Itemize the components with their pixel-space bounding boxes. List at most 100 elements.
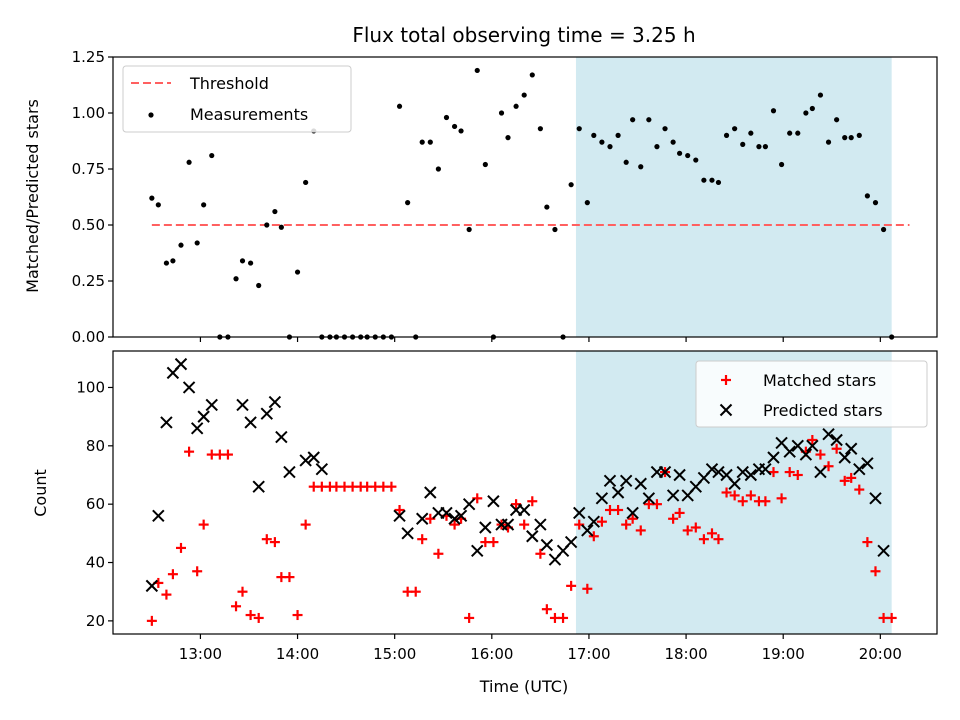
observing-window-span	[575, 57, 892, 337]
data-point	[623, 159, 629, 165]
data-point	[174, 357, 188, 371]
data-point	[458, 128, 464, 134]
data-point	[831, 443, 842, 454]
data-point	[607, 144, 613, 150]
data-point	[275, 430, 288, 444]
data-point	[778, 161, 785, 168]
data-point	[417, 534, 428, 545]
data-point	[517, 503, 531, 517]
data-point	[737, 496, 748, 507]
data-point	[283, 465, 296, 479]
data-point	[568, 182, 574, 188]
x-tick-label: 18:00	[664, 645, 707, 663]
data-point	[198, 519, 209, 530]
data-point	[184, 446, 195, 457]
data-point	[253, 612, 264, 623]
data-point	[721, 487, 732, 498]
plot-frame	[112, 56, 938, 338]
chart-title: Flux total observing time = 3.25 h	[352, 23, 695, 47]
data-point	[595, 492, 609, 505]
data-point	[587, 515, 601, 528]
data-point	[505, 135, 511, 141]
data-point	[479, 521, 492, 534]
data-point	[581, 524, 594, 537]
data-point	[464, 612, 475, 623]
data-point	[435, 166, 441, 172]
data-point	[838, 451, 851, 464]
y-tick-label: 20	[86, 612, 105, 630]
data-point	[521, 92, 527, 98]
data-point	[627, 513, 638, 524]
x-axis-label: Time (UTC)	[479, 677, 568, 696]
data-point	[803, 110, 809, 116]
data-point	[591, 132, 597, 138]
data-point	[440, 506, 453, 520]
data-point	[558, 612, 569, 623]
data-point	[759, 462, 772, 476]
data-point	[807, 434, 818, 445]
legend-bottom: Matched stars Predicted stars	[695, 360, 928, 428]
data-point	[537, 126, 543, 132]
data-point	[294, 269, 301, 275]
x-tick-label: 14:00	[276, 645, 319, 663]
data-point	[712, 465, 725, 479]
data-point	[806, 439, 819, 453]
data-point	[822, 427, 835, 441]
legend-threshold-label: Threshold	[189, 74, 269, 93]
legend-frame	[122, 65, 352, 133]
data-point	[842, 135, 848, 141]
data-point	[846, 472, 857, 483]
data-point	[248, 260, 254, 266]
data-point	[178, 242, 184, 248]
data-point	[732, 126, 738, 132]
data-point	[482, 161, 488, 168]
data-point	[582, 583, 593, 594]
data-point	[307, 451, 320, 464]
data-point	[540, 538, 554, 552]
data-point	[799, 448, 813, 461]
data-point	[634, 477, 647, 490]
data-point	[427, 139, 433, 145]
data-point	[201, 202, 207, 208]
data-point	[795, 130, 801, 136]
data-point	[182, 381, 196, 394]
data-point	[433, 548, 444, 559]
data-point	[729, 490, 740, 501]
data-point	[848, 135, 854, 141]
data-point	[245, 610, 256, 621]
data-point	[462, 497, 476, 511]
data-point	[815, 449, 826, 460]
data-point	[292, 610, 303, 621]
data-point	[834, 117, 840, 123]
data-point	[527, 496, 538, 507]
data-point	[466, 226, 472, 233]
data-point	[284, 572, 295, 583]
data-point	[596, 516, 607, 527]
data-point	[658, 465, 672, 479]
data-point	[269, 537, 280, 548]
data-point	[611, 486, 625, 499]
data-point	[673, 468, 686, 482]
data-point	[621, 519, 632, 530]
legend-measurements-label: Measurements	[190, 105, 308, 124]
plot-frame	[112, 350, 938, 635]
data-point	[662, 126, 668, 132]
data-point	[877, 544, 890, 558]
data-point	[488, 537, 499, 548]
data-point	[677, 150, 683, 156]
y-tick-label: 0.25	[72, 272, 105, 290]
data-point	[615, 132, 621, 138]
data-point	[231, 601, 242, 612]
data-point	[635, 525, 646, 536]
data-point	[519, 519, 530, 530]
data-point	[682, 525, 693, 536]
legend-matched-swatch	[721, 375, 731, 385]
data-point	[244, 416, 257, 429]
data-point	[853, 462, 866, 476]
data-point	[619, 474, 633, 488]
data-point	[526, 530, 539, 543]
data-point	[386, 481, 397, 492]
data-point	[668, 513, 679, 524]
data-point	[728, 477, 741, 490]
